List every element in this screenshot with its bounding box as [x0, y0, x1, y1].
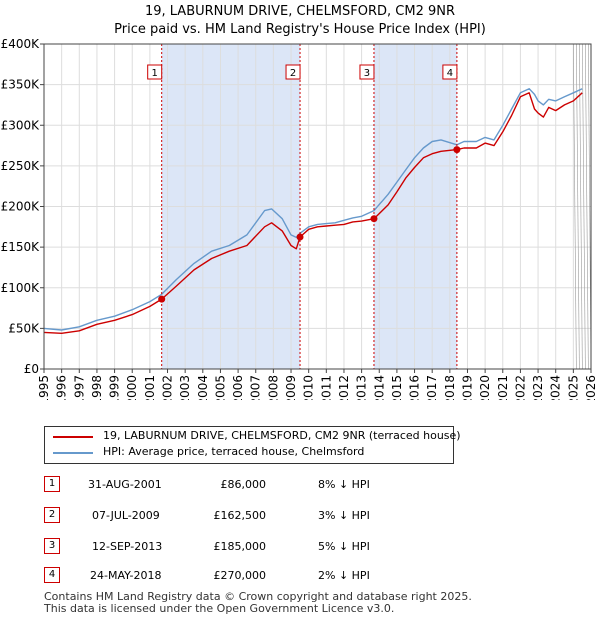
hatch-line	[582, 43, 586, 370]
legend-label-hpi: HPI: Average price, terraced house, Chel…	[103, 445, 365, 458]
x-tick-label: 2016	[408, 375, 422, 400]
y-tick-label: £350K	[1, 78, 41, 92]
y-tick-label: £200K	[1, 200, 41, 214]
property-price-line	[43, 92, 583, 334]
x-tick-label: 2020	[478, 375, 492, 400]
transaction-hpi-diff: 8% ↓ HPI	[318, 478, 370, 491]
footer-licence: This data is licensed under the Open Gov…	[44, 602, 395, 615]
y-tick-label: £150K	[1, 240, 41, 254]
x-tick-label: 2025	[566, 375, 580, 400]
transaction-hpi-diff: 3% ↓ HPI	[318, 509, 370, 522]
chart-title-line2: Price paid vs. HM Land Registry's House …	[114, 22, 486, 37]
y-tick-label: £100K	[1, 281, 41, 295]
chart-title-line1: 19, LABURNUM DRIVE, CHELMSFORD, CM2 9NR	[144, 4, 456, 19]
x-tick-label: 1996	[55, 375, 69, 400]
x-tick-label: 2004	[196, 375, 210, 400]
x-tick-label: 1999	[108, 375, 122, 400]
x-tick-label: 2018	[443, 375, 457, 400]
hatch-line	[579, 43, 583, 370]
x-tick-label: 2024	[549, 375, 563, 400]
x-tick-label: 2014	[372, 375, 386, 400]
x-tick-label: 1995	[37, 375, 51, 400]
transaction-price: £185,000	[213, 540, 267, 553]
x-tick-label: 2009	[284, 375, 298, 400]
x-tick-label: 2019	[460, 375, 474, 400]
transaction-number-badge: 2	[44, 507, 60, 523]
transaction-label: 1	[152, 68, 158, 79]
hatch-line	[573, 43, 577, 370]
legend-swatch-hpi	[53, 452, 93, 454]
transaction-point	[453, 146, 461, 154]
x-tick-label: 1997	[72, 375, 86, 400]
x-tick-label: 2011	[319, 375, 333, 400]
transaction-point	[158, 295, 166, 303]
x-tick-label: 2008	[266, 375, 280, 400]
transaction-hpi-diff: 5% ↓ HPI	[318, 540, 370, 553]
legend: 19, LABURNUM DRIVE, CHELMSFORD, CM2 9NR …	[44, 426, 461, 464]
x-tick-label: 1998	[90, 375, 104, 400]
transaction-price: £162,500	[213, 509, 267, 522]
transaction-date: 07-JUL-2009	[92, 509, 160, 522]
x-tick-label: 2022	[513, 375, 527, 400]
x-tick-label: 2012	[337, 375, 351, 400]
x-tick-label: 2017	[425, 375, 439, 400]
transaction-number-badge: 3	[44, 538, 60, 554]
transaction-number-badge: 4	[44, 567, 60, 583]
transaction-markers: 1 2 3 4	[147, 44, 461, 369]
y-tick-label: £250K	[1, 159, 41, 173]
transaction-label-box	[442, 64, 458, 80]
transaction-label: 2	[290, 68, 296, 79]
y-tick-label: £50K	[8, 321, 40, 335]
x-tick-label: 2026	[584, 375, 598, 400]
x-tick-label: 2021	[496, 375, 510, 400]
x-tick-label: 2013	[355, 375, 369, 400]
transaction-date: 24-MAY-2018	[90, 569, 162, 582]
transaction-label: 3	[364, 68, 370, 79]
grid	[43, 43, 592, 370]
x-tick-label: 2006	[231, 375, 245, 400]
transaction-date: 12-SEP-2013	[92, 540, 163, 553]
transaction-label-box	[147, 64, 163, 80]
transaction-number-badge: 1	[44, 476, 60, 492]
transaction-price: £270,000	[213, 569, 267, 582]
transaction-hpi-diff: 2% ↓ HPI	[318, 569, 370, 582]
transaction-point	[370, 215, 378, 223]
footer-copyright: Contains HM Land Registry data © Crown c…	[44, 590, 472, 603]
x-tick-label: 2023	[531, 375, 545, 400]
x-tick-label: 2000	[125, 375, 139, 400]
x-tick-label: 2007	[249, 375, 263, 400]
transaction-date: 31-AUG-2001	[88, 478, 162, 491]
transaction-label: 4	[447, 68, 453, 79]
price-chart: 1 2 3 4 £0 £50K £100K £150K £200K £250K £300K £350…	[1, 37, 598, 400]
transaction-price: £86,000	[220, 478, 267, 491]
x-tick-label: 2015	[390, 375, 404, 400]
hpi-line	[43, 87, 583, 331]
transaction-point	[296, 233, 304, 241]
x-tick-label: 2001	[143, 375, 157, 400]
x-tick-label: 2010	[302, 375, 316, 400]
y-tick-label: £0	[24, 362, 39, 376]
axes: £0 £50K £100K £150K £200K £250K £300K £350K £400…	[1, 37, 598, 400]
x-tick-label: 2005	[213, 375, 227, 400]
legend-label-property: 19, LABURNUM DRIVE, CHELMSFORD, CM2 9NR …	[103, 429, 461, 442]
transaction-label-box	[359, 64, 375, 80]
transaction-label-box	[285, 64, 301, 80]
hatch-line	[585, 43, 589, 370]
y-tick-label: £400K	[1, 37, 41, 51]
series-lines	[43, 87, 583, 334]
x-tick-label: 2003	[178, 375, 192, 400]
legend-swatch-property	[53, 436, 93, 438]
y-tick-label: £300K	[1, 118, 41, 132]
x-tick-label: 2002	[161, 375, 175, 400]
